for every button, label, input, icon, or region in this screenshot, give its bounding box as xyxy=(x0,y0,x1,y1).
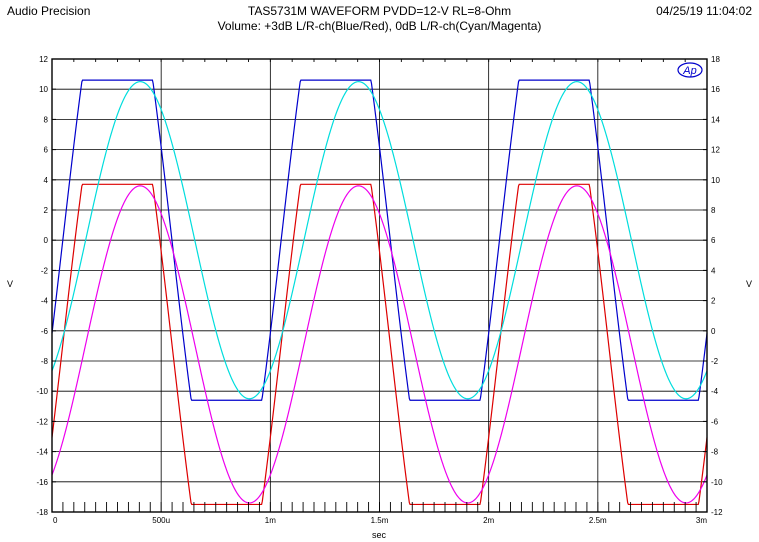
series-lines xyxy=(51,79,708,506)
y-left-tick-label: 0 xyxy=(44,236,49,245)
y-right-tick-label: 10 xyxy=(711,176,720,185)
y-right-tick-label: -12 xyxy=(711,508,723,517)
ap-logo-text: Ap xyxy=(682,65,696,77)
y-right-tick-label: -6 xyxy=(711,417,719,426)
y-right-tick-label: -2 xyxy=(711,357,719,366)
y-left-tick-label: -6 xyxy=(41,327,49,336)
y-left-tick-label: -8 xyxy=(41,357,49,366)
series-line xyxy=(51,183,708,506)
y-right-tick-label: 16 xyxy=(711,85,720,94)
y-right-tick-label: 18 xyxy=(711,55,720,64)
tick-labels: 12 10 8 6 4 2 0 -2 -4 -6 -8 -10 -12 -14 -16 -18 18 16 14 12… xyxy=(36,55,723,525)
y-left-tick-label: -18 xyxy=(36,508,48,517)
series-line xyxy=(51,185,708,504)
y-axis-label-right: V xyxy=(746,279,752,289)
series-line xyxy=(51,81,708,400)
y-right-tick-label: -4 xyxy=(711,387,719,396)
y-left-tick-label: -4 xyxy=(41,297,49,306)
ap-logo: Ap xyxy=(677,62,703,78)
tick-marks xyxy=(51,58,708,513)
chart-title-line-1: TAS5731M WAVEFORM PVDD=12-V RL=8-Ohm xyxy=(247,4,512,18)
x-tick-label: 3m xyxy=(696,516,707,525)
x-tick-label: 2.5m xyxy=(589,516,607,525)
header-left-label: Audio Precision xyxy=(7,4,91,18)
grid-lines xyxy=(51,58,708,513)
y-left-tick-label: -2 xyxy=(41,266,49,275)
y-left-tick-label: 4 xyxy=(44,176,49,185)
x-tick-label: 500u xyxy=(152,516,170,525)
y-right-tick-label: 6 xyxy=(711,236,716,245)
y-left-tick-label: -10 xyxy=(36,387,48,396)
chart-title-line-2: Volume: +3dB L/R-ch(Blue/Red), 0dB L/R-c… xyxy=(217,19,542,33)
y-left-tick-label: -16 xyxy=(36,478,48,487)
x-axis-label: sec xyxy=(372,530,387,540)
y-left-tick-label: -12 xyxy=(36,417,48,426)
x-tick-label: 1m xyxy=(265,516,276,525)
y-right-tick-label: 14 xyxy=(711,115,720,124)
y-left-tick-label: 10 xyxy=(39,85,48,94)
x-tick-label: 1.5m xyxy=(371,516,389,525)
y-right-tick-label: 8 xyxy=(711,206,716,215)
x-tick-label: 2m xyxy=(483,516,494,525)
series-line xyxy=(51,79,708,401)
y-left-tick-label: 2 xyxy=(44,206,49,215)
y-right-tick-label: -10 xyxy=(711,478,723,487)
header-timestamp: 04/25/19 11:04:02 xyxy=(656,4,752,18)
y-left-tick-label: 12 xyxy=(39,55,48,64)
x-tick-label: 0 xyxy=(53,516,58,525)
y-right-tick-label: 0 xyxy=(711,327,716,336)
y-right-tick-label: 4 xyxy=(711,266,716,275)
y-left-tick-label: 8 xyxy=(44,115,49,124)
y-right-tick-label: 2 xyxy=(711,297,716,306)
y-axis-label-left: V xyxy=(7,279,13,289)
y-right-tick-label: -8 xyxy=(711,448,719,457)
y-left-tick-label: 6 xyxy=(44,146,49,155)
chart-title: TAS5731M WAVEFORM PVDD=12-V RL=8-Ohm Vol… xyxy=(0,4,759,34)
y-right-tick-label: 12 xyxy=(711,146,720,155)
y-left-tick-label: -14 xyxy=(36,448,48,457)
